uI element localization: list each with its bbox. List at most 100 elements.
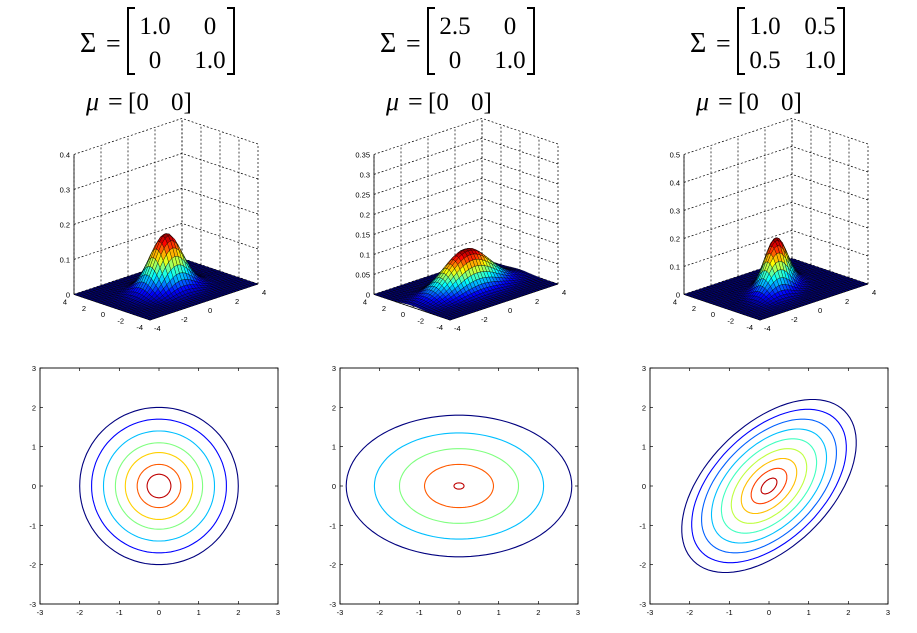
contour-axes-box bbox=[649, 367, 889, 605]
grid-line bbox=[373, 118, 559, 155]
x-tick-label: -1 bbox=[726, 608, 733, 617]
panel-1: Σ =1.0 00 1.0μ = [0 0]00.10.20.30.4-4-2024-4-2… bbox=[29, 7, 280, 617]
y-tick-label: 4 bbox=[63, 297, 67, 306]
x-tick-label: -2 bbox=[686, 608, 693, 617]
y-tick-label: -2 bbox=[639, 561, 646, 570]
y-tick-label: 2 bbox=[642, 403, 646, 412]
z-tick-label: 0.2 bbox=[60, 220, 70, 229]
contour-plot: -3 -2 -1 0 1 2 3 -3 -2 -1 0 1 2 3 bbox=[29, 364, 280, 617]
x-tick-label: -4 bbox=[154, 324, 161, 333]
x-tick-label: 2 bbox=[235, 297, 239, 306]
matrix-right-bracket bbox=[227, 7, 235, 75]
y-tick-label: 2 bbox=[82, 304, 86, 313]
contour-line bbox=[124, 452, 194, 520]
equals-sign: = bbox=[716, 29, 731, 58]
y-tick-label: -1 bbox=[329, 521, 336, 530]
y-tick-label: 2 bbox=[382, 304, 386, 313]
sigma-entry: 1.0 bbox=[139, 13, 170, 40]
matrix-left-bracket bbox=[127, 7, 135, 75]
x-tick-label: -1 bbox=[116, 608, 123, 617]
equals-sign: = bbox=[106, 29, 121, 58]
grid-line bbox=[73, 188, 259, 225]
y-tick-label: 4 bbox=[363, 297, 367, 306]
panel-2: Σ =2.5 00 1.0μ = [0 0]00.050.10.150.20.250.30.… bbox=[329, 7, 580, 617]
sigma-symbol: Σ bbox=[80, 28, 96, 59]
mu-entry: 0] bbox=[471, 89, 492, 116]
contour-plot: -3 -2 -1 0 1 2 3 -3 -2 -1 0 1 2 3 bbox=[639, 364, 890, 617]
x-tick-label: 4 bbox=[262, 288, 266, 297]
mu-symbol: μ bbox=[85, 87, 99, 116]
z-tick-label: 0.25 bbox=[355, 190, 370, 199]
contour-axes-box bbox=[39, 367, 279, 605]
y-tick-label: -2 bbox=[329, 561, 336, 570]
grid-line bbox=[683, 174, 869, 211]
sigma-entry: 1.0 bbox=[749, 13, 780, 40]
x-tick-label: 3 bbox=[886, 608, 890, 617]
z-tick-label: 0.1 bbox=[360, 250, 370, 259]
surface-plot: 0 0.1 0.2 0.3 0.4 -4 -2 0 2 4 -4 -2 0 2 4 bbox=[60, 118, 266, 333]
covariance-equation: Σ = 1.0 0 0 1.0 bbox=[80, 7, 235, 75]
y-tick-label: 3 bbox=[332, 364, 336, 373]
y-tick-label: 2 bbox=[692, 304, 696, 313]
mean-equation: μ = [0 0] bbox=[385, 87, 492, 116]
panel-3: Σ =1.0 0.50.5 1.0μ = [0 0]00.10.20.30.40.5-4-2… bbox=[639, 7, 890, 617]
x-tick-label: -2 bbox=[76, 608, 83, 617]
mu-entry: [0 bbox=[128, 89, 149, 116]
contour-plot: -3 -2 -1 0 1 2 3 -3 -2 -1 0 1 2 3 bbox=[329, 364, 580, 617]
x-tick-label: 0 bbox=[767, 608, 771, 617]
y-tick-label: 3 bbox=[642, 364, 646, 373]
z-tick-label: 0.1 bbox=[670, 262, 680, 271]
z-tick-label: 0.2 bbox=[360, 210, 370, 219]
x-tick-label: 2 bbox=[845, 297, 849, 306]
y-tick-label: 3 bbox=[32, 364, 36, 373]
contour-line bbox=[91, 418, 227, 554]
y-tick-label: 0 bbox=[711, 310, 715, 319]
grid-line bbox=[73, 223, 259, 260]
mu-entry: 0] bbox=[171, 89, 192, 116]
x-tick-label: -3 bbox=[37, 608, 44, 617]
x-tick-label: -4 bbox=[454, 324, 461, 333]
mean-equation: μ = [0 0] bbox=[695, 87, 802, 116]
y-tick-label: -3 bbox=[639, 600, 646, 609]
sigma-entry: 1.0 bbox=[194, 47, 225, 74]
x-tick-label: 4 bbox=[872, 288, 876, 297]
contour-axes-box bbox=[339, 367, 579, 605]
x-tick-label: 3 bbox=[576, 608, 580, 617]
grid-line bbox=[73, 153, 259, 190]
grid-line bbox=[373, 178, 559, 215]
x-tick-label: -2 bbox=[791, 315, 798, 324]
y-tick-label: -2 bbox=[29, 561, 36, 570]
equals-sign: = bbox=[408, 87, 423, 116]
y-tick-label: 4 bbox=[673, 297, 677, 306]
matrix-right-bracket bbox=[837, 7, 845, 75]
y-tick-label: 2 bbox=[332, 403, 336, 412]
x-tick-label: -4 bbox=[764, 324, 771, 333]
sigma-entry: 1.0 bbox=[804, 47, 835, 74]
grid-line bbox=[373, 158, 559, 195]
z-tick-label: 0.05 bbox=[355, 270, 370, 279]
matrix-left-bracket bbox=[737, 7, 745, 75]
x-tick-label: 4 bbox=[562, 288, 566, 297]
y-tick-label: -2 bbox=[727, 317, 734, 326]
z-tick-label: 0.3 bbox=[670, 206, 680, 215]
y-tick-label: 0 bbox=[401, 310, 405, 319]
sigma-entry: 0.5 bbox=[749, 47, 780, 74]
y-tick-label: -4 bbox=[746, 323, 753, 332]
z-tick-label: 0.4 bbox=[60, 150, 70, 159]
sigma-entry: 0 bbox=[204, 13, 217, 40]
x-tick-label: 1 bbox=[197, 608, 201, 617]
mu-symbol: μ bbox=[385, 87, 399, 116]
x-tick-label: 0 bbox=[508, 306, 512, 315]
x-tick-label: 0 bbox=[208, 306, 212, 315]
x-tick-label: 0 bbox=[157, 608, 161, 617]
mu-entry: [0 bbox=[738, 89, 759, 116]
sigma-entry: 0.5 bbox=[804, 13, 835, 40]
x-tick-label: 0 bbox=[457, 608, 461, 617]
contour-line bbox=[136, 463, 182, 509]
covariance-equation: Σ = 1.0 0.5 0.5 1.0 bbox=[690, 7, 845, 75]
surface-mesh bbox=[373, 248, 559, 321]
matrix-right-bracket bbox=[527, 7, 535, 75]
y-tick-label: 1 bbox=[32, 443, 36, 452]
